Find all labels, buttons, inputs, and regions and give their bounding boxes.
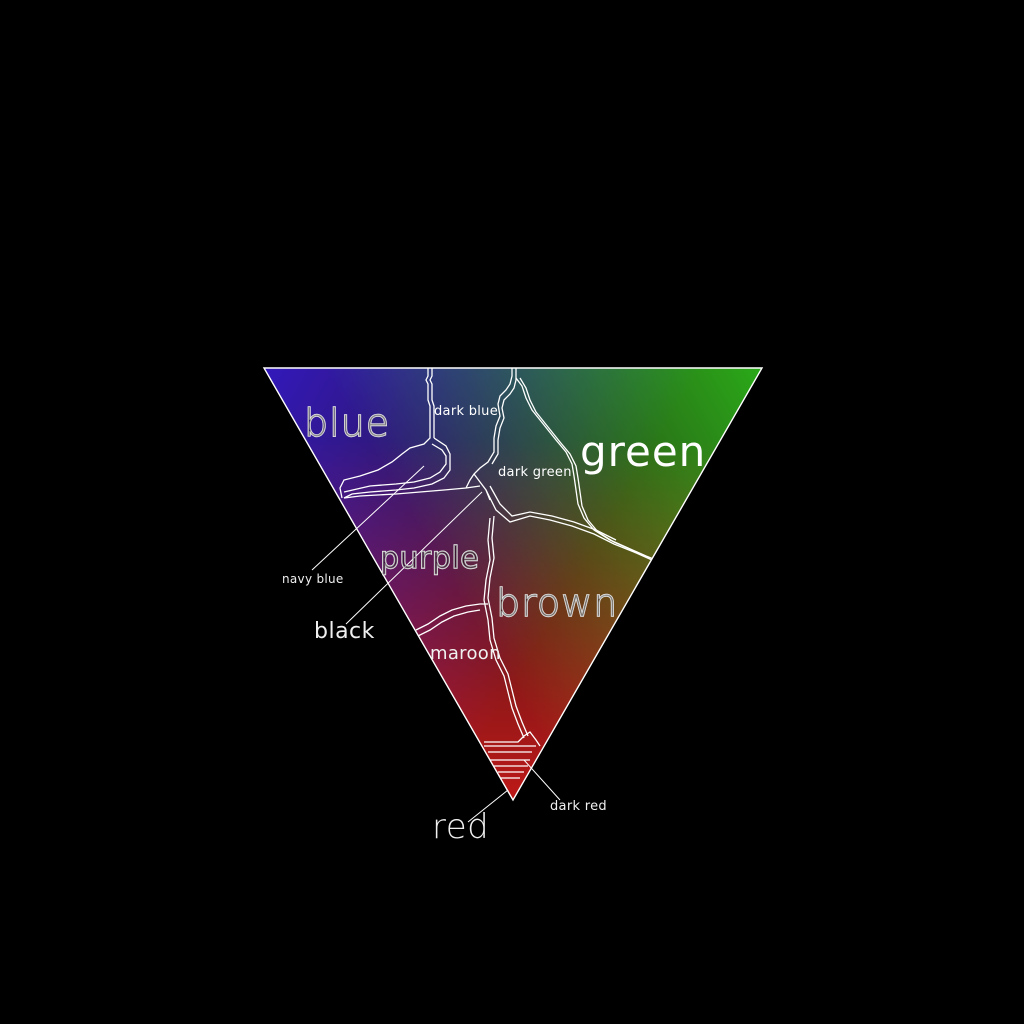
color-triangle xyxy=(264,368,762,800)
label-dark-red: dark red xyxy=(550,799,607,814)
label-maroon: maroon xyxy=(430,643,501,664)
label-red: red xyxy=(432,807,489,847)
label-blue: blue xyxy=(304,401,390,445)
label-navy-blue: navy blue xyxy=(282,572,344,586)
navy-blue-leader xyxy=(311,465,425,571)
region-borders xyxy=(339,368,657,779)
label-dark-blue: dark blue xyxy=(434,404,498,419)
red-leader xyxy=(467,789,509,823)
label-dark-green: dark green xyxy=(498,465,572,480)
label-purple: purple xyxy=(380,541,479,576)
label-brown: brown xyxy=(496,581,618,625)
label-green: green xyxy=(580,427,706,476)
leader-lines xyxy=(311,465,561,823)
triangle-outline xyxy=(262,367,764,802)
black-leader xyxy=(345,491,483,625)
dark-red-leader xyxy=(523,759,561,801)
label-black: black xyxy=(314,619,375,644)
